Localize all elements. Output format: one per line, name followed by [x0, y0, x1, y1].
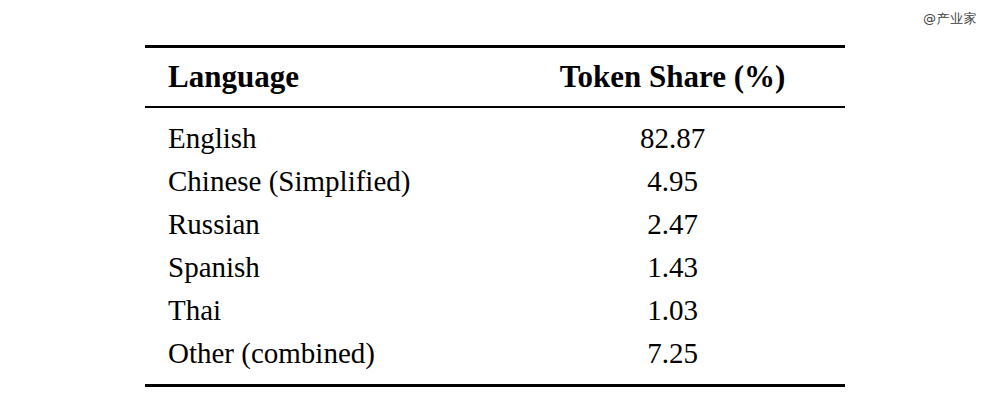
share-cell: 1.03	[500, 292, 845, 328]
language-cell: Spanish	[145, 249, 500, 285]
watermark: @产业家	[923, 11, 977, 27]
share-cell: 7.25	[500, 335, 845, 371]
language-cell: English	[145, 120, 500, 156]
token-share-column-header: Token Share (%)	[500, 59, 845, 95]
language-cell: Thai	[145, 292, 500, 328]
language-cell: Other (combined)	[145, 335, 500, 371]
table-body: English 82.87 Chinese (Simplified) 4.95 …	[145, 108, 845, 384]
page: @产业家 Language Token Share (%) English 82…	[0, 0, 986, 420]
table-row: Russian 2.47	[145, 202, 845, 245]
token-share-table: Language Token Share (%) English 82.87 C…	[145, 45, 845, 387]
language-cell: Chinese (Simplified)	[145, 163, 500, 199]
share-cell: 1.43	[500, 249, 845, 285]
share-cell: 82.87	[500, 120, 845, 156]
share-cell: 2.47	[500, 206, 845, 242]
share-cell: 4.95	[500, 163, 845, 199]
table-row: Spanish 1.43	[145, 245, 845, 288]
table-row: Other (combined) 7.25	[145, 331, 845, 374]
language-cell: Russian	[145, 206, 500, 242]
table-header-row: Language Token Share (%)	[145, 48, 845, 108]
table-row: English 82.87	[145, 116, 845, 159]
table-row: Thai 1.03	[145, 288, 845, 331]
language-column-header: Language	[145, 59, 500, 95]
table-row: Chinese (Simplified) 4.95	[145, 159, 845, 202]
